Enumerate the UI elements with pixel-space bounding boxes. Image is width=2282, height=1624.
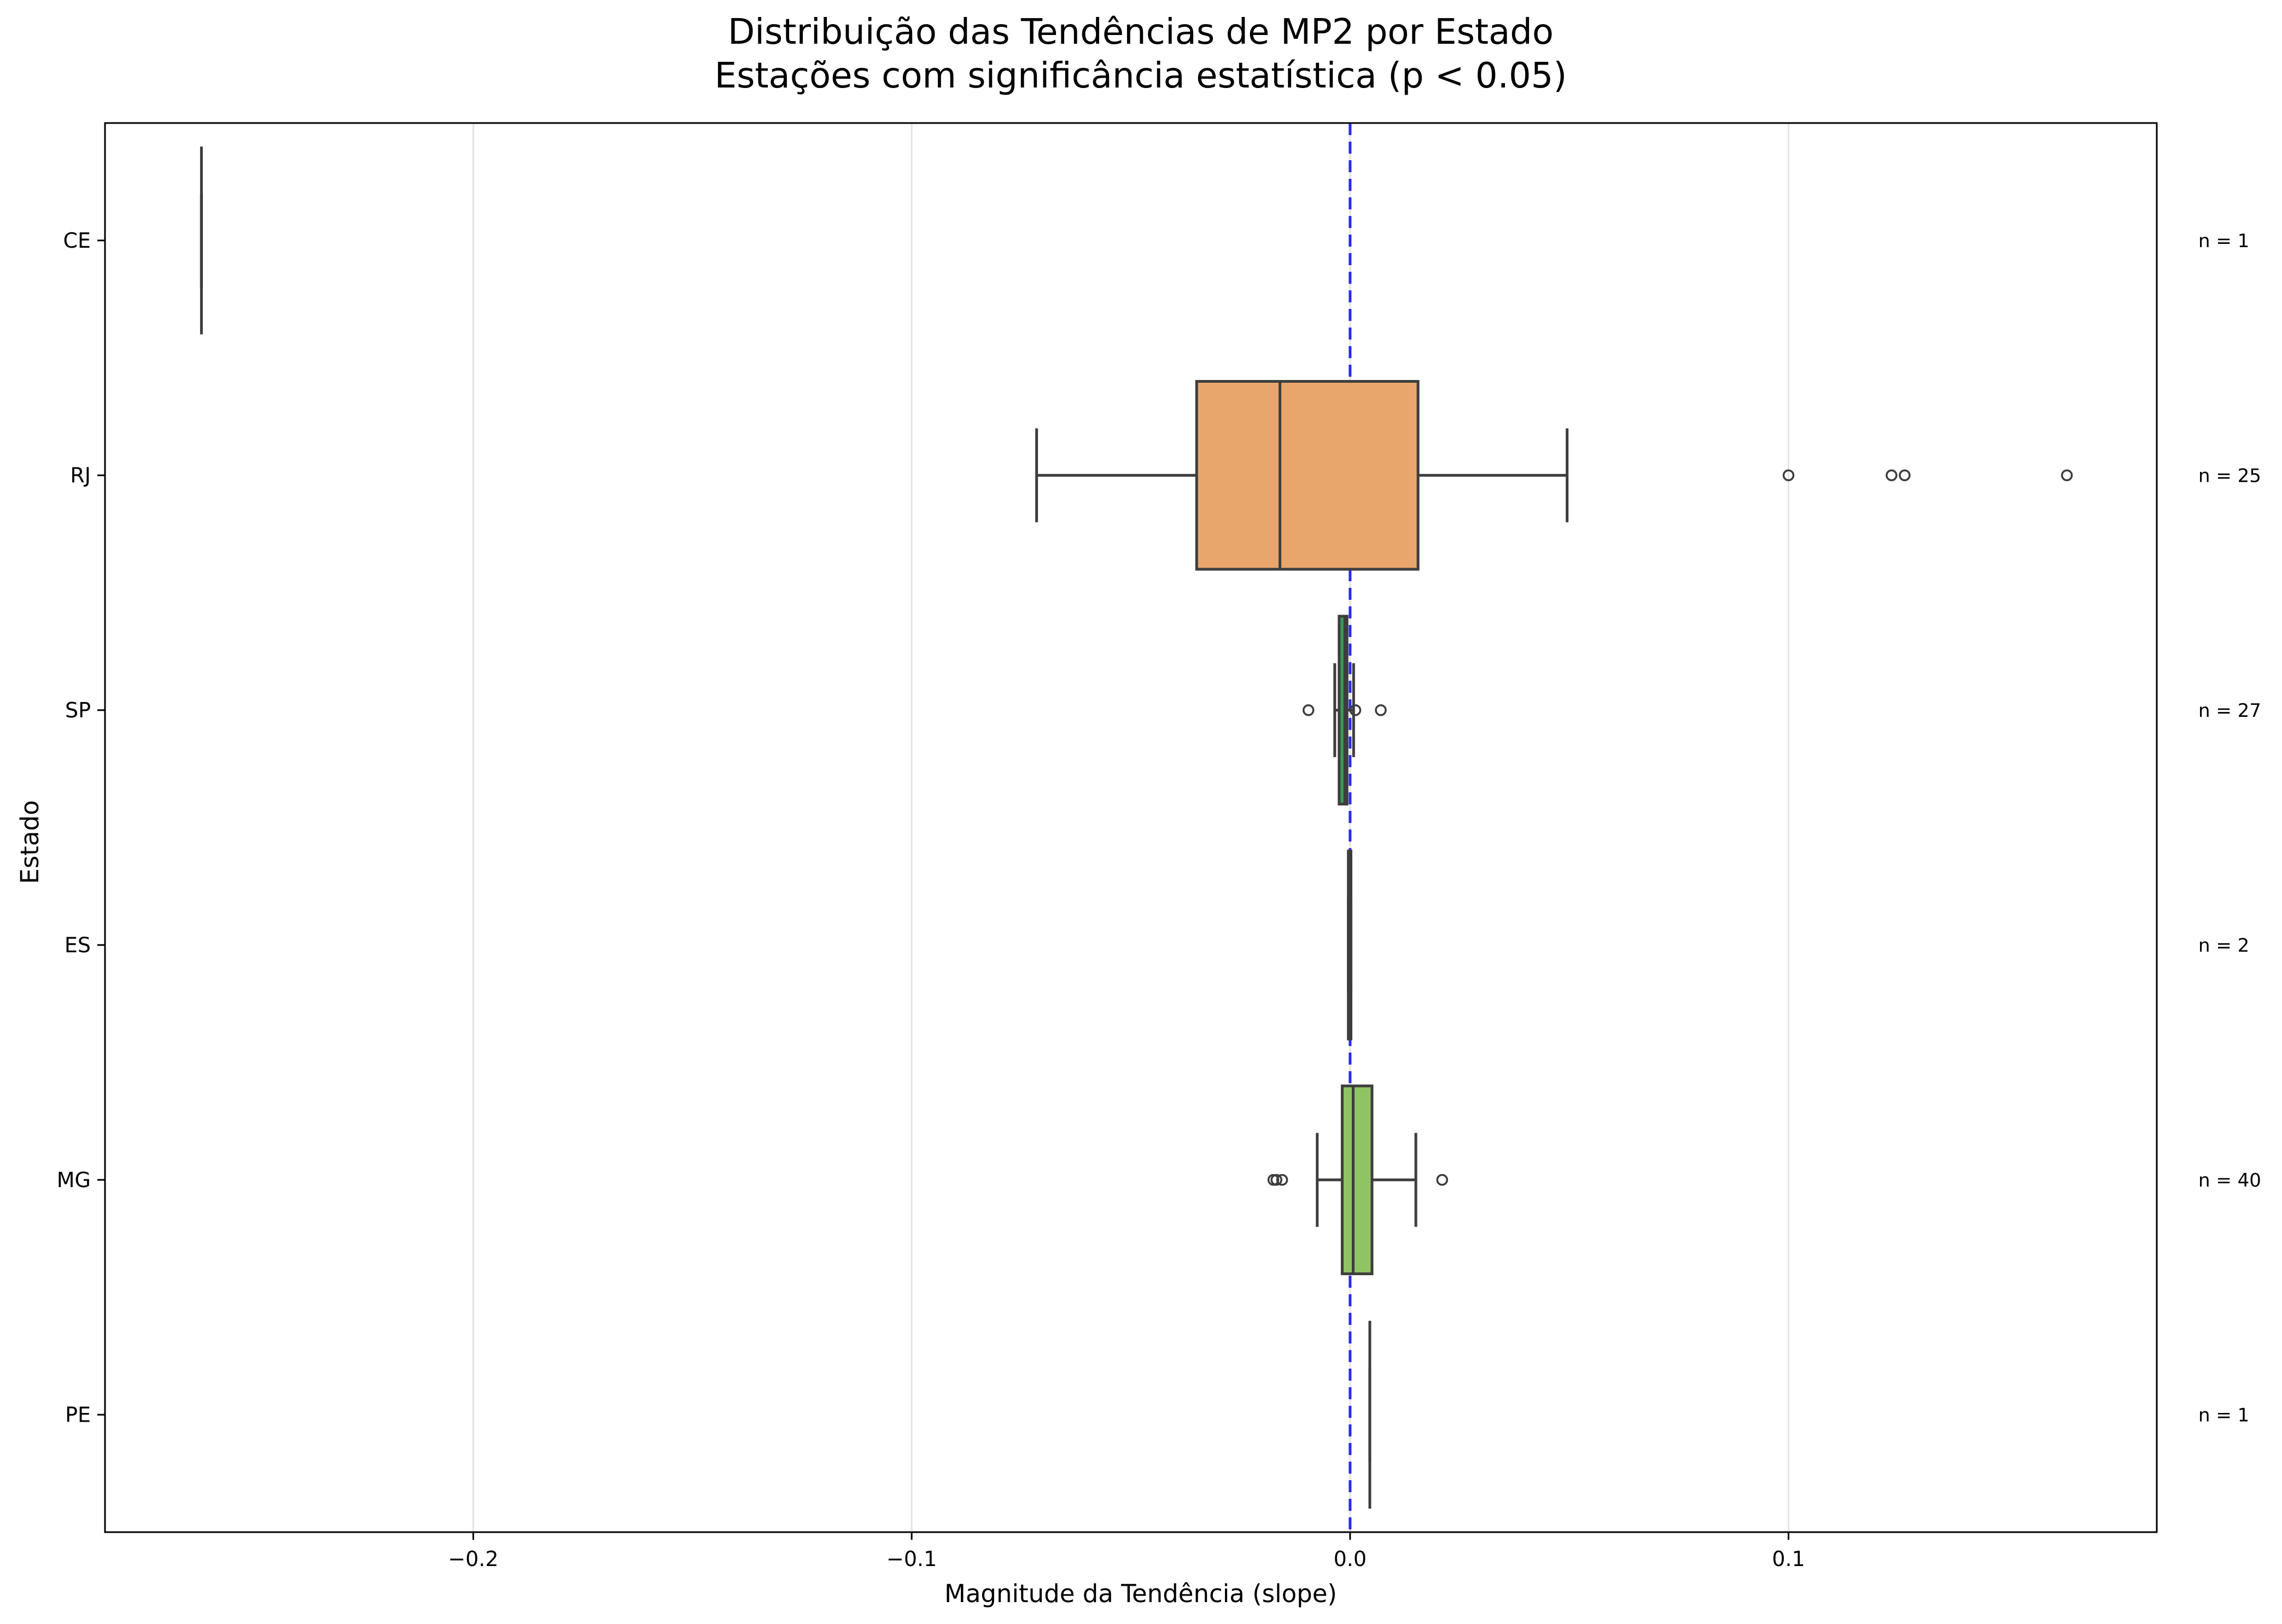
sample-size-label: n = 1 bbox=[2198, 1404, 2249, 1426]
boxplot-rj bbox=[1035, 379, 2073, 571]
sample-size-label: n = 1 bbox=[2198, 230, 2249, 252]
box-plots bbox=[200, 146, 2073, 1509]
sample-size-label: n = 2 bbox=[2198, 934, 2249, 956]
box-iqr bbox=[1340, 1084, 1374, 1276]
x-tick-label: 0.0 bbox=[1334, 1547, 1367, 1571]
outlier-point bbox=[1436, 1174, 1448, 1186]
outlier-point bbox=[1349, 704, 1362, 716]
outlier-point bbox=[1270, 1174, 1282, 1186]
chart-title-line-1: Distribuição das Tendências de MP2 por E… bbox=[728, 12, 1554, 52]
sample-size-labels: n = 1 n = 25 n = 27 n = 2 n = 40 n = 1 bbox=[2198, 230, 2261, 1427]
y-tick-label: ES bbox=[65, 933, 91, 957]
x-tick-label: −0.2 bbox=[448, 1547, 498, 1571]
outlier-point bbox=[2061, 469, 2073, 481]
chart-title-line-2: Estações com significância estatística (… bbox=[715, 56, 1567, 96]
outlier-point bbox=[1302, 704, 1315, 716]
outlier-point bbox=[1782, 469, 1795, 481]
outlier-point bbox=[1886, 469, 1898, 481]
x-axis-ticks: −0.2 −0.1 0.0 0.1 bbox=[448, 1532, 1805, 1571]
sample-size-label: n = 27 bbox=[2198, 700, 2261, 722]
y-axis-ticks: CE RJ SP ES MG PE bbox=[57, 229, 105, 1427]
y-tick-label: SP bbox=[65, 698, 91, 722]
y-tick-label: CE bbox=[63, 229, 91, 253]
y-tick-label: PE bbox=[65, 1403, 91, 1427]
outlier-point bbox=[1276, 1174, 1288, 1186]
boxplot-sp bbox=[1302, 615, 1387, 806]
y-tick-label: MG bbox=[57, 1168, 91, 1192]
y-tick-label: RJ bbox=[70, 463, 91, 487]
plot-area-frame bbox=[104, 122, 2158, 1533]
boxplot-es bbox=[1347, 849, 1352, 1041]
outlier-point bbox=[1375, 704, 1387, 716]
sample-size-label: n = 40 bbox=[2198, 1170, 2261, 1191]
boxplot-mg bbox=[1267, 1084, 1448, 1276]
outlier-point bbox=[1899, 469, 1911, 481]
x-axis-label: Magnitude da Tendência (slope) bbox=[944, 1579, 1337, 1608]
y-axis-label: Estado bbox=[15, 800, 44, 884]
x-tick-label: 0.1 bbox=[1772, 1547, 1805, 1571]
box-iqr bbox=[1195, 379, 1420, 571]
x-tick-label: −0.1 bbox=[886, 1547, 937, 1571]
sample-size-label: n = 25 bbox=[2198, 465, 2261, 487]
